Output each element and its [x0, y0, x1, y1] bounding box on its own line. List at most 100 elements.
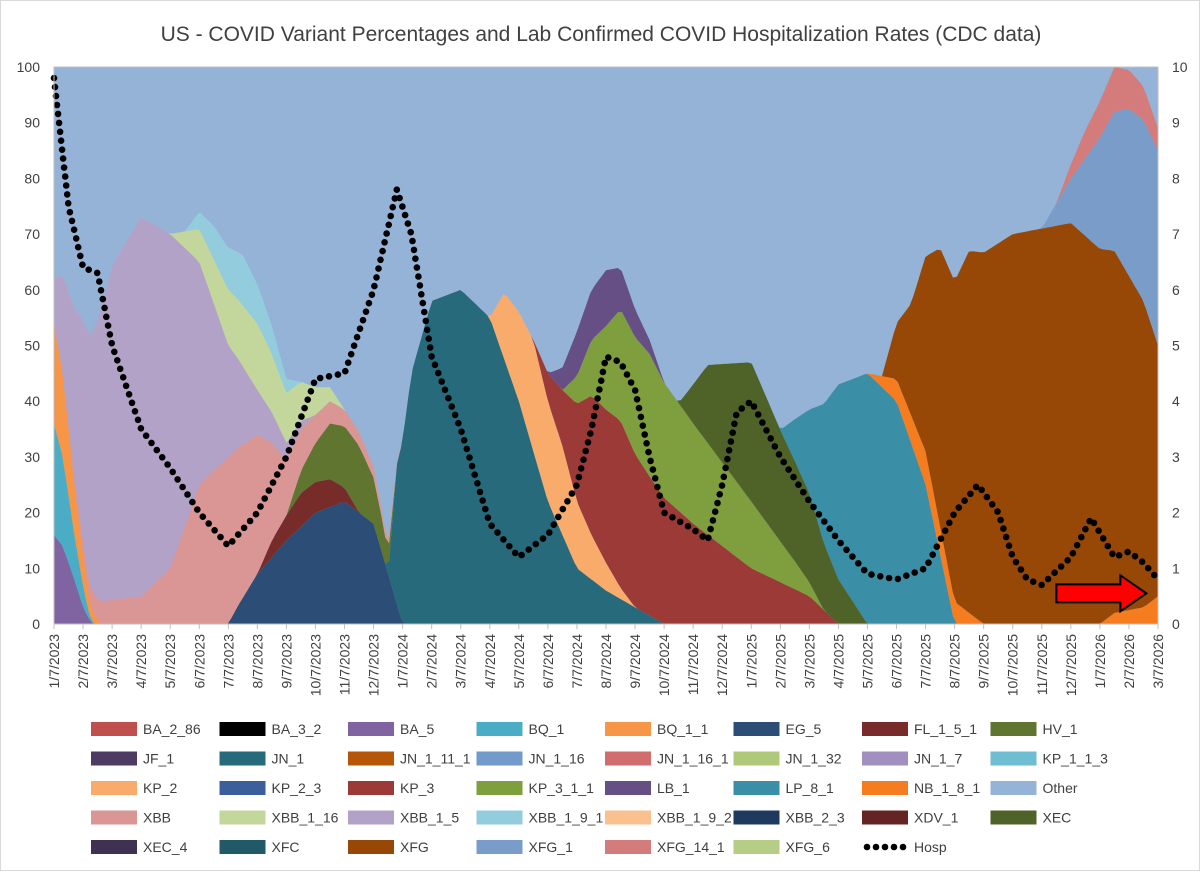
x-tick-label: 2/7/2026 — [1121, 634, 1137, 689]
y-left-tick-label: 20 — [24, 505, 40, 521]
hosp-dot — [66, 208, 74, 216]
legend-label: Hosp — [914, 839, 947, 855]
hosp-dot — [131, 408, 139, 415]
legend-swatch — [219, 840, 266, 854]
legend-label: XDV_1 — [914, 810, 959, 826]
hosp-dot — [843, 546, 850, 554]
hosp-dot — [564, 498, 571, 505]
hosp-dot — [97, 287, 105, 294]
legend-label: KP_3 — [400, 780, 434, 796]
hosp-dot — [903, 572, 910, 579]
hosp-dot — [1012, 558, 1020, 566]
hosp-dot — [342, 367, 349, 375]
hosp-dot — [669, 514, 676, 521]
hosp-dot — [350, 342, 358, 350]
legend-swatch — [219, 722, 266, 736]
hosp-dot — [637, 413, 645, 421]
legend-swatch — [91, 781, 137, 795]
x-tick-label: 4/7/2023 — [133, 634, 149, 689]
hosp-dot — [438, 378, 446, 385]
hosp-dot — [1057, 563, 1065, 570]
hosp-dot — [1029, 578, 1037, 585]
legend-swatch-hosp-dot — [890, 843, 898, 851]
hosp-dot — [265, 487, 273, 494]
hosp-dot — [458, 428, 465, 436]
hosp-dot — [494, 529, 501, 536]
area-xbb-1-5 — [54, 218, 1158, 602]
x-tick-label: 10/7/2024 — [656, 634, 672, 696]
hosp-dot — [62, 182, 70, 189]
hosp-dot — [577, 465, 585, 472]
legend-label: BA_5 — [400, 721, 434, 737]
legend-label: XBB — [143, 810, 171, 826]
hosp-dot — [722, 464, 729, 472]
y-right-tick-label: 4 — [1172, 393, 1180, 409]
hosp-dot — [709, 517, 717, 524]
legend-swatch — [733, 840, 780, 854]
hosp-dot — [379, 247, 386, 255]
hosp-dot — [795, 481, 802, 489]
hosp-dot — [307, 388, 315, 395]
legend-label: LB_1 — [657, 780, 690, 796]
legend-swatch — [476, 840, 523, 854]
x-tick-label: 1/7/2026 — [1092, 634, 1108, 689]
hosp-dot — [137, 425, 145, 432]
hosp-dot — [393, 186, 401, 193]
hosp-dot — [377, 256, 384, 264]
hosp-dot — [831, 532, 839, 540]
hosp-dot — [941, 527, 949, 534]
legend-swatch — [348, 722, 394, 736]
hosp-dot — [466, 454, 473, 461]
hosp-dot — [142, 432, 150, 440]
hosp-dot — [111, 348, 118, 356]
hosp-dot — [911, 569, 918, 576]
x-tick-label: 9/7/2025 — [976, 634, 992, 689]
hosp-dot — [1005, 542, 1013, 549]
hosp-dot — [70, 226, 78, 233]
hosp-dot — [767, 435, 774, 442]
hosp-dot — [474, 480, 481, 487]
hosp-dot — [546, 529, 553, 536]
y-right-tick-label: 5 — [1172, 338, 1180, 354]
hosp-dot — [415, 273, 422, 280]
hosp-dot — [257, 503, 264, 510]
x-tick-label: 11/7/2024 — [685, 634, 701, 695]
hosp-dot — [423, 326, 431, 334]
hosp-dot — [334, 371, 342, 378]
hosp-dot — [724, 455, 731, 463]
hosp-dot — [1090, 519, 1098, 527]
legend-label: XFG_1 — [529, 839, 574, 855]
legend-label: XBB_1_16 — [272, 810, 339, 826]
hosp-dot — [506, 542, 513, 550]
hosp-dot — [1138, 558, 1146, 565]
hosp-dot — [584, 439, 592, 446]
legend-swatch — [348, 840, 394, 854]
hosp-dot — [699, 533, 706, 540]
hosp-dot — [582, 447, 589, 455]
x-tick-label: 12/7/2024 — [714, 634, 730, 696]
hosp-dot — [101, 304, 108, 312]
hosp-dot — [651, 475, 659, 482]
legend-label: JN_1_11_1 — [400, 751, 471, 767]
hosp-dot — [448, 403, 456, 410]
hosp-dot — [705, 534, 712, 542]
hosp-dot — [234, 531, 242, 538]
hosp-dot — [532, 540, 540, 548]
legend-label: FL_1_5_1 — [914, 721, 977, 737]
x-tick-label: 9/7/2024 — [627, 634, 643, 689]
variant-area-layers — [54, 67, 1158, 625]
x-tick-label: 11/7/2025 — [1034, 634, 1050, 695]
hosp-dot — [383, 230, 390, 237]
legend-swatch — [91, 840, 137, 854]
legend-swatch — [733, 722, 780, 736]
hosp-dot — [575, 473, 583, 481]
hosp-dot — [750, 403, 758, 410]
hosp-dot — [623, 371, 631, 378]
hosp-dot — [613, 357, 620, 365]
hosp-dot — [409, 237, 416, 245]
hosp-dot — [500, 536, 507, 543]
legend-label: LP_8_1 — [786, 780, 834, 796]
hosp-dot — [108, 339, 115, 347]
hosp-dot — [55, 119, 63, 127]
